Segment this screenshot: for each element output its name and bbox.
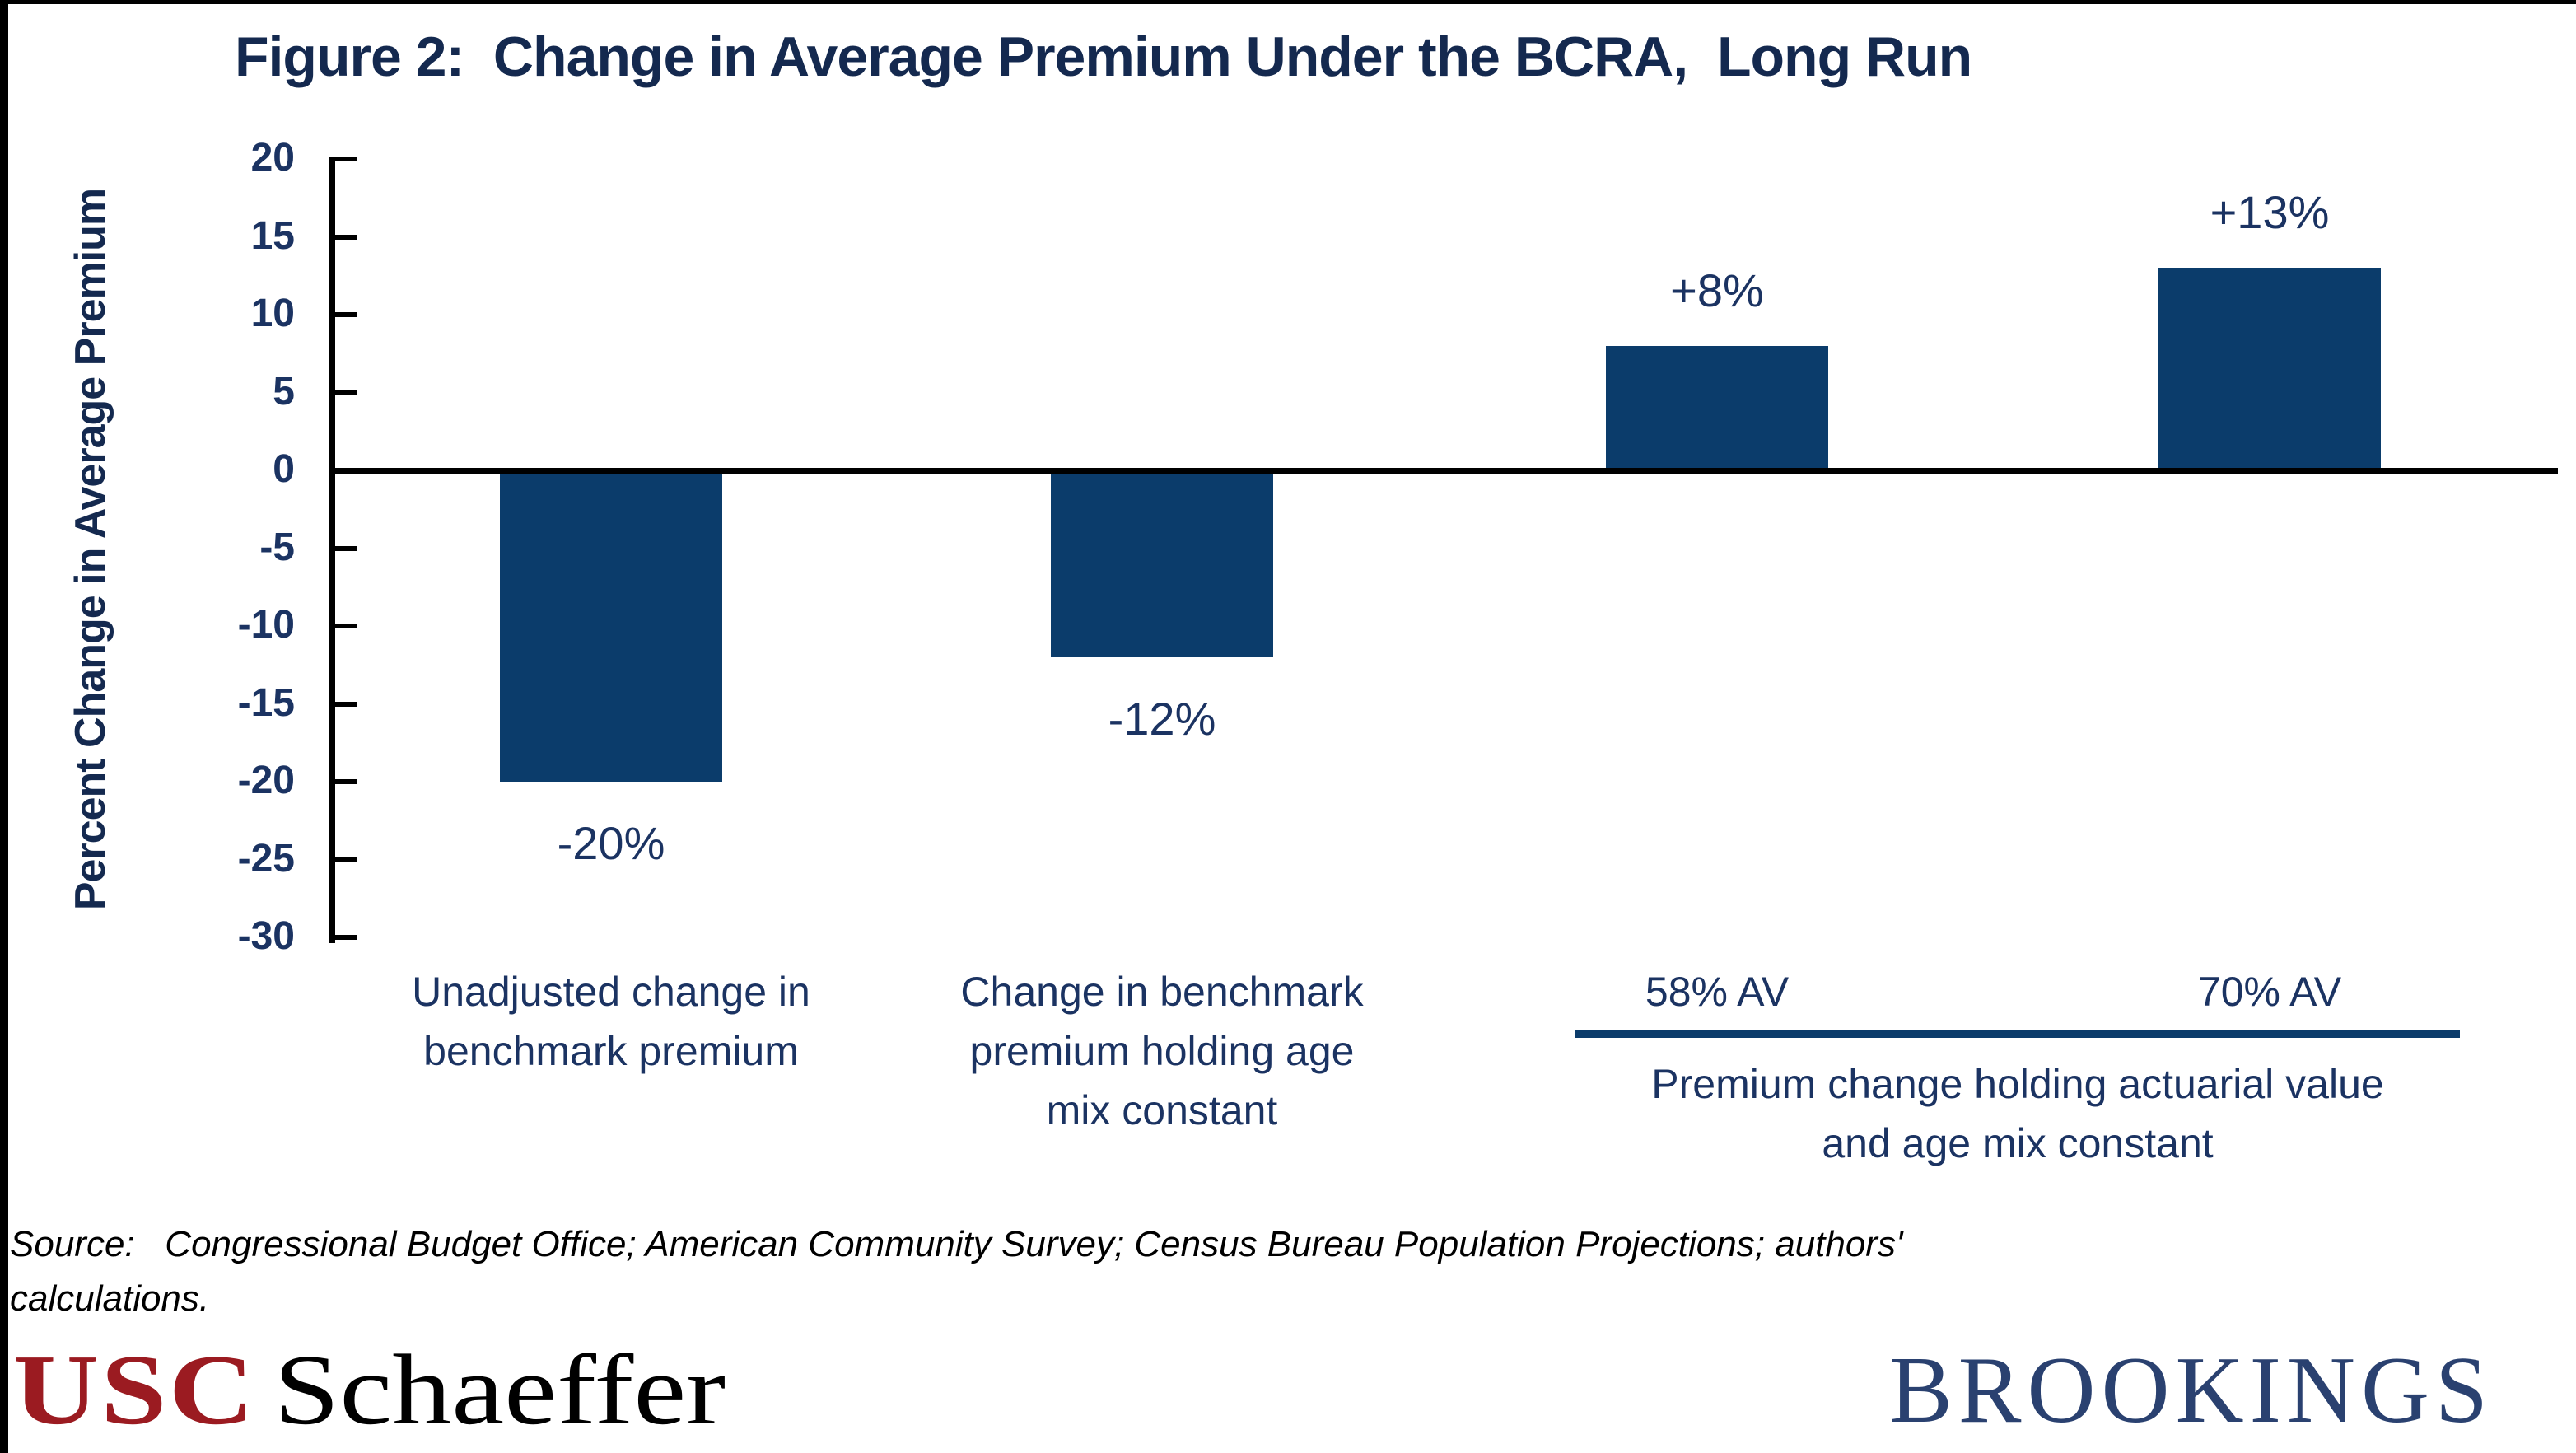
y-tick-label: 15: [250, 213, 295, 258]
category-label-70av: 70% AV: [2197, 969, 2342, 1015]
category-label-1: Unadjusted change in benchmark premium: [323, 962, 899, 1081]
bar-value-label: -12%: [1108, 692, 1216, 745]
bar: [2158, 268, 2381, 470]
category-label-line: premium holding age: [969, 1028, 1355, 1074]
y-tick-label: 20: [250, 136, 295, 180]
y-tick-label: 5: [273, 369, 295, 413]
bar: [500, 470, 722, 782]
source-note: Source: Congressional Budget Office; Ame…: [10, 1217, 2522, 1326]
group-caption-line: Premium change holding actuarial value: [1651, 1061, 2384, 1107]
y-tick-mark: [329, 701, 357, 707]
bar: [1051, 470, 1273, 657]
y-tick-mark: [329, 390, 357, 395]
source-line-2: calculations.: [10, 1278, 210, 1319]
top-border: [0, 0, 2576, 4]
category-label-line: Unadjusted change in: [412, 969, 810, 1015]
bar-value-label: -20%: [557, 817, 665, 869]
y-tick-label: -25: [237, 836, 295, 881]
group-caption-line: and age mix constant: [1822, 1120, 2214, 1166]
y-tick-label: -20: [237, 759, 295, 802]
bar: [1606, 345, 1828, 470]
bar-value-label: +8%: [1670, 264, 1764, 316]
y-tick-mark: [329, 935, 357, 940]
y-tick-label: 10: [250, 292, 295, 335]
y-tick-label: 0: [273, 447, 295, 491]
y-tick-label: -5: [259, 525, 295, 569]
source-line-1: Source: Congressional Budget Office; Ame…: [10, 1224, 1903, 1264]
chart-title: Figure 2: Change in Average Premium Unde…: [235, 26, 1972, 88]
y-tick-label: -10: [237, 603, 295, 647]
category-label-line: mix constant: [1046, 1087, 1278, 1133]
y-tick-mark: [329, 857, 357, 862]
usc-logo-text: USC: [13, 1334, 257, 1446]
y-tick-mark: [329, 157, 357, 161]
category-label-line: benchmark premium: [423, 1028, 799, 1074]
group-caption: Premium change holding actuarial value a…: [1524, 1054, 2512, 1173]
category-label-58av: 58% AV: [1645, 969, 1790, 1015]
schaeffer-logo-text: Schaeffer: [273, 1334, 726, 1446]
y-tick-label: -15: [237, 680, 295, 725]
left-border: [0, 0, 8, 1453]
x-axis-baseline: [329, 468, 2558, 474]
y-tick-mark: [329, 545, 357, 551]
y-tick-label: -30: [237, 914, 295, 958]
y-tick-mark: [329, 624, 357, 628]
y-tick-mark: [329, 312, 357, 317]
usc-schaeffer-logo: USC Schaeffer: [13, 1333, 726, 1448]
y-tick-mark: [329, 234, 357, 240]
group-bracket-line: [1575, 1030, 2460, 1038]
category-label-line: Change in benchmark: [960, 969, 1364, 1015]
bar-value-label: +13%: [2210, 186, 2330, 239]
y-tick-mark: [329, 779, 357, 784]
y-axis-line: [329, 159, 335, 943]
brookings-logo: BROOKINGS: [1889, 1338, 2494, 1442]
category-label-2: Change in benchmark premium holding age …: [874, 962, 1450, 1140]
